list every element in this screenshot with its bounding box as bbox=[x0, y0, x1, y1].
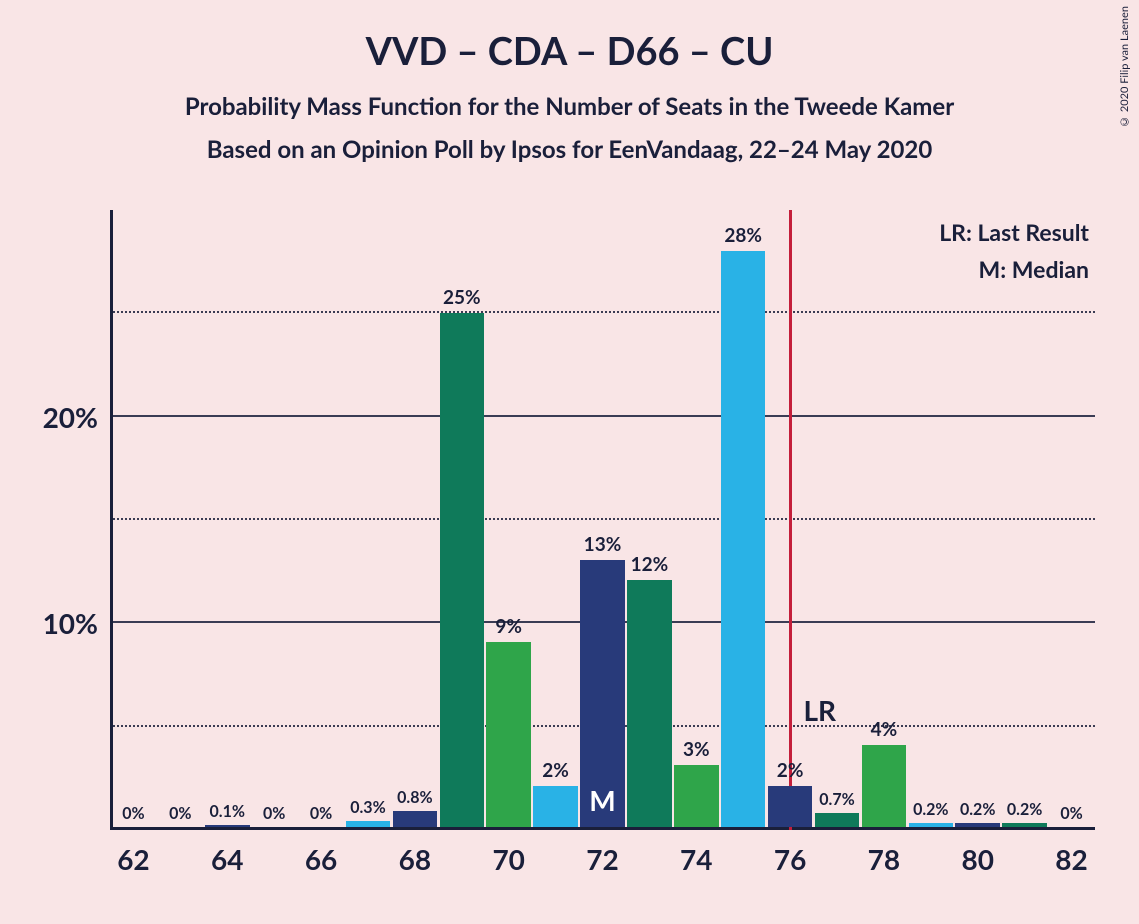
chart-subtitle-1: Probability Mass Function for the Number… bbox=[0, 74, 1139, 121]
x-tick-label: 66 bbox=[305, 842, 337, 876]
grid-line-major bbox=[113, 415, 1095, 417]
bar-value-label: 0.3% bbox=[350, 798, 385, 817]
bar: 0.8% bbox=[393, 811, 438, 827]
bar: 25% bbox=[440, 313, 485, 827]
bar-value-label: 0% bbox=[310, 804, 332, 823]
y-axis bbox=[110, 210, 113, 830]
y-tick-label: 20% bbox=[43, 400, 98, 434]
bar-value-label: 12% bbox=[631, 553, 669, 576]
bar: 0.2% bbox=[955, 823, 1000, 827]
x-tick-label: 74 bbox=[680, 842, 712, 876]
x-tick-label: 68 bbox=[399, 842, 431, 876]
bar-value-label: 0.1% bbox=[209, 802, 244, 821]
bar-value-label: 9% bbox=[495, 615, 522, 638]
bar: 3% bbox=[674, 765, 719, 827]
x-tick-label: 70 bbox=[492, 842, 524, 876]
legend: LR: Last Result M: Median bbox=[939, 214, 1089, 288]
x-tick-label: 80 bbox=[961, 842, 993, 876]
bar-value-label: 25% bbox=[443, 286, 481, 309]
x-tick-label: 82 bbox=[1055, 842, 1087, 876]
bar-value-label: 0.7% bbox=[819, 790, 854, 809]
bar-value-label: 0.2% bbox=[1007, 800, 1042, 819]
bar: 2% bbox=[768, 786, 813, 827]
chart-subtitle-2: Based on an Opinion Poll by Ipsos for Ee… bbox=[0, 121, 1139, 164]
median-marker: M bbox=[589, 783, 615, 817]
bar-value-label: 28% bbox=[724, 224, 762, 247]
bar: 12% bbox=[627, 580, 672, 827]
bar-value-label: 0% bbox=[122, 804, 144, 823]
chart-plot-area: LR: Last Result M: Median 10%20%62646668… bbox=[110, 210, 1095, 830]
bar: 13%M bbox=[580, 560, 625, 827]
bar: 2% bbox=[533, 786, 578, 827]
legend-lr: LR: Last Result bbox=[939, 214, 1089, 251]
bar: 0.3% bbox=[346, 821, 391, 827]
legend-m: M: Median bbox=[939, 251, 1089, 288]
x-tick-label: 62 bbox=[117, 842, 149, 876]
y-tick-label: 10% bbox=[43, 606, 98, 640]
bar-value-label: 0.2% bbox=[960, 800, 995, 819]
bar: 9% bbox=[486, 642, 531, 827]
bar-value-label: 0.2% bbox=[913, 800, 948, 819]
x-tick-label: 76 bbox=[774, 842, 806, 876]
bar-value-label: 13% bbox=[584, 533, 622, 556]
bar: 0.7% bbox=[815, 813, 860, 827]
bar-value-label: 4% bbox=[871, 718, 898, 741]
bar-value-label: 3% bbox=[683, 738, 710, 761]
bar-value-label: 0% bbox=[1060, 804, 1082, 823]
grid-line-minor bbox=[113, 311, 1095, 313]
bar-value-label: 2% bbox=[542, 759, 569, 782]
bar: 0.2% bbox=[909, 823, 954, 827]
x-tick-label: 72 bbox=[586, 842, 618, 876]
bar-value-label: 0% bbox=[169, 804, 191, 823]
x-tick-label: 78 bbox=[868, 842, 900, 876]
bar: 28% bbox=[721, 251, 766, 827]
chart-title: VVD – CDA – D66 – CU bbox=[0, 0, 1139, 74]
bar: 0.1% bbox=[205, 825, 250, 827]
grid-line-minor bbox=[113, 518, 1095, 520]
bar-value-label: 2% bbox=[777, 759, 804, 782]
copyright-text: © 2020 Filip van Laenen bbox=[1118, 6, 1131, 128]
last-result-marker: LR bbox=[804, 693, 837, 727]
last-result-line bbox=[789, 210, 792, 830]
x-tick-label: 64 bbox=[211, 842, 243, 876]
x-axis bbox=[110, 827, 1095, 830]
bar-value-label: 0.8% bbox=[397, 788, 432, 807]
bar: 0.2% bbox=[1002, 823, 1047, 827]
bar: 4% bbox=[862, 745, 907, 827]
bar-value-label: 0% bbox=[263, 804, 285, 823]
